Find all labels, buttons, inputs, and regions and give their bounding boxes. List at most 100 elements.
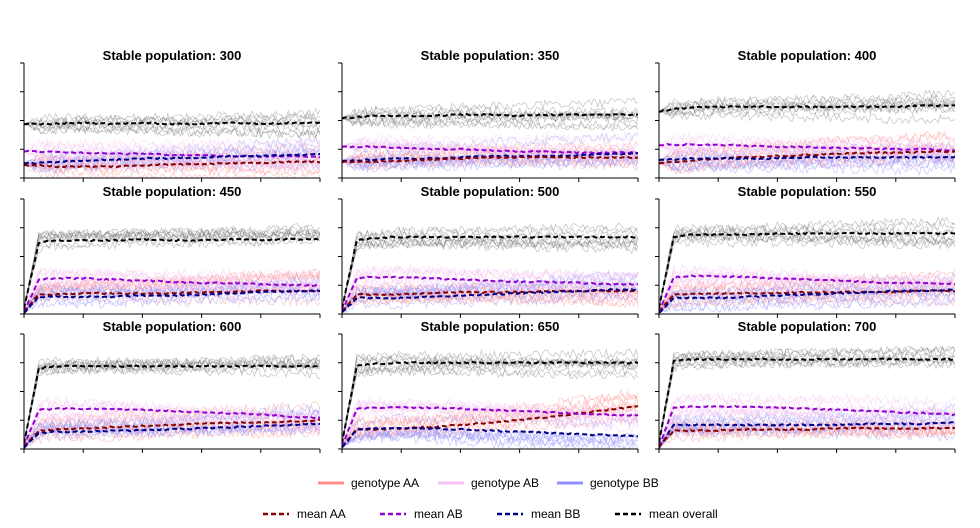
mean-lines (24, 364, 320, 449)
overall-run-line (342, 222, 638, 309)
genotype-ab-run-line (24, 268, 320, 312)
overall-run-line (659, 358, 955, 444)
genotype-aa-run-line (342, 388, 638, 447)
genotype-ab-run-line (659, 407, 955, 447)
mean-overall-line (24, 237, 320, 309)
genotype-ab-run-line (659, 391, 955, 447)
overall-run-line (24, 228, 320, 309)
individual-runs (24, 353, 320, 449)
genotype-aa-run-line (342, 391, 638, 447)
panel-title: Stable population: 550 (738, 184, 877, 199)
panel-title: Stable population: 350 (421, 48, 560, 63)
genotype-aa-run-line (342, 403, 638, 447)
genotype-ab-run-line (24, 400, 320, 447)
legend-label: mean overall (649, 507, 718, 521)
genotype-aa-run-line (659, 280, 955, 312)
panel-title: Stable population: 400 (738, 48, 877, 63)
overall-run-line (659, 94, 955, 112)
genotype-bb-run-line (342, 282, 638, 314)
genotype-aa-run-line (24, 400, 320, 447)
overall-run-line (24, 228, 320, 309)
overall-run-line (24, 228, 320, 309)
overall-run-line (24, 223, 320, 309)
mean-overall-line (24, 121, 320, 126)
mean-bb-line (24, 152, 320, 165)
genotype-ab-run-line (342, 131, 638, 148)
panel-title: Stable population: 300 (103, 48, 242, 63)
genotype-bb-run-line (24, 290, 320, 314)
genotype-ab-run-line (342, 275, 638, 312)
genotype-ab-run-line (342, 405, 638, 447)
genotype-aa-run-line (659, 420, 955, 447)
panel-8: Stable population: 650 (338, 319, 639, 453)
genotype-ab-run-line (659, 271, 955, 312)
overall-run-line (342, 348, 638, 444)
genotype-ab-run-line (659, 269, 955, 312)
genotype-bb-run-line (342, 288, 638, 314)
genotype-bb-run-line (342, 147, 638, 169)
overall-run-line (342, 366, 638, 444)
genotype-ab-run-line (24, 266, 320, 312)
genotype-aa-run-line (24, 424, 320, 448)
genotype-aa-run-line (342, 152, 638, 167)
genotype-bb-run-line (342, 432, 638, 449)
genotype-ab-run-line (659, 403, 955, 447)
panel-3: Stable population: 400 (655, 48, 956, 182)
genotype-ab-run-line (24, 401, 320, 447)
genotype-ab-run-line (659, 262, 955, 312)
overall-run-line (342, 238, 638, 309)
genotype-bb-run-line (24, 283, 320, 314)
panel-9: Stable population: 700 (655, 319, 956, 453)
individual-runs (659, 89, 955, 176)
genotype-bb-run-line (342, 276, 638, 314)
genotype-ab-run-line (659, 143, 955, 159)
genotype-bb-run-line (342, 155, 638, 172)
legend-label: mean AB (414, 507, 463, 521)
overall-run-line (24, 356, 320, 444)
mean-bb-line (659, 155, 955, 162)
overall-run-line (659, 216, 955, 309)
genotype-bb-run-line (342, 291, 638, 314)
mean-bb-line (342, 152, 638, 163)
overall-run-line (24, 123, 320, 136)
mean-bb-line (659, 421, 955, 449)
genotype-bb-run-line (24, 419, 320, 449)
panel-6: Stable population: 550 (655, 184, 956, 318)
overall-run-line (24, 107, 320, 127)
mean-lines (24, 121, 320, 169)
genotype-bb-run-line (24, 282, 320, 314)
individual-runs (659, 345, 955, 449)
mean-ab-line (24, 149, 320, 159)
genotype-bb-run-line (342, 148, 638, 162)
genotype-ab-run-line (659, 395, 955, 447)
genotype-aa-run-line (342, 405, 638, 447)
mean-bb-line (24, 422, 320, 449)
overall-run-line (659, 356, 955, 444)
genotype-aa-run-line (24, 151, 320, 168)
genotype-bb-run-line (342, 426, 638, 449)
panel-title: Stable population: 650 (421, 319, 560, 334)
mean-lines (659, 231, 955, 314)
mean-ab-line (659, 404, 955, 447)
genotype-aa-run-line (24, 271, 320, 312)
overall-run-line (342, 97, 638, 119)
overall-run-line (24, 236, 320, 309)
overall-run-line (24, 225, 320, 309)
overall-run-line (659, 99, 955, 115)
genotype-bb-run-line (342, 270, 638, 314)
genotype-aa-run-line (342, 291, 638, 312)
overall-run-line (659, 89, 955, 112)
mean-aa-line (659, 149, 955, 165)
overall-run-line (342, 234, 638, 309)
mean-bb-line (659, 288, 955, 314)
mean-aa-line (659, 289, 955, 313)
genotype-aa-run-line (659, 284, 955, 313)
genotype-bb-run-line (342, 132, 638, 162)
mean-ab-line (659, 274, 955, 313)
mean-ab-line (659, 142, 955, 152)
overall-run-line (342, 104, 638, 119)
panel-title: Stable population: 700 (738, 319, 877, 334)
genotype-aa-run-line (24, 268, 320, 312)
mean-overall-line (342, 113, 638, 120)
mean-overall-line (659, 357, 955, 443)
